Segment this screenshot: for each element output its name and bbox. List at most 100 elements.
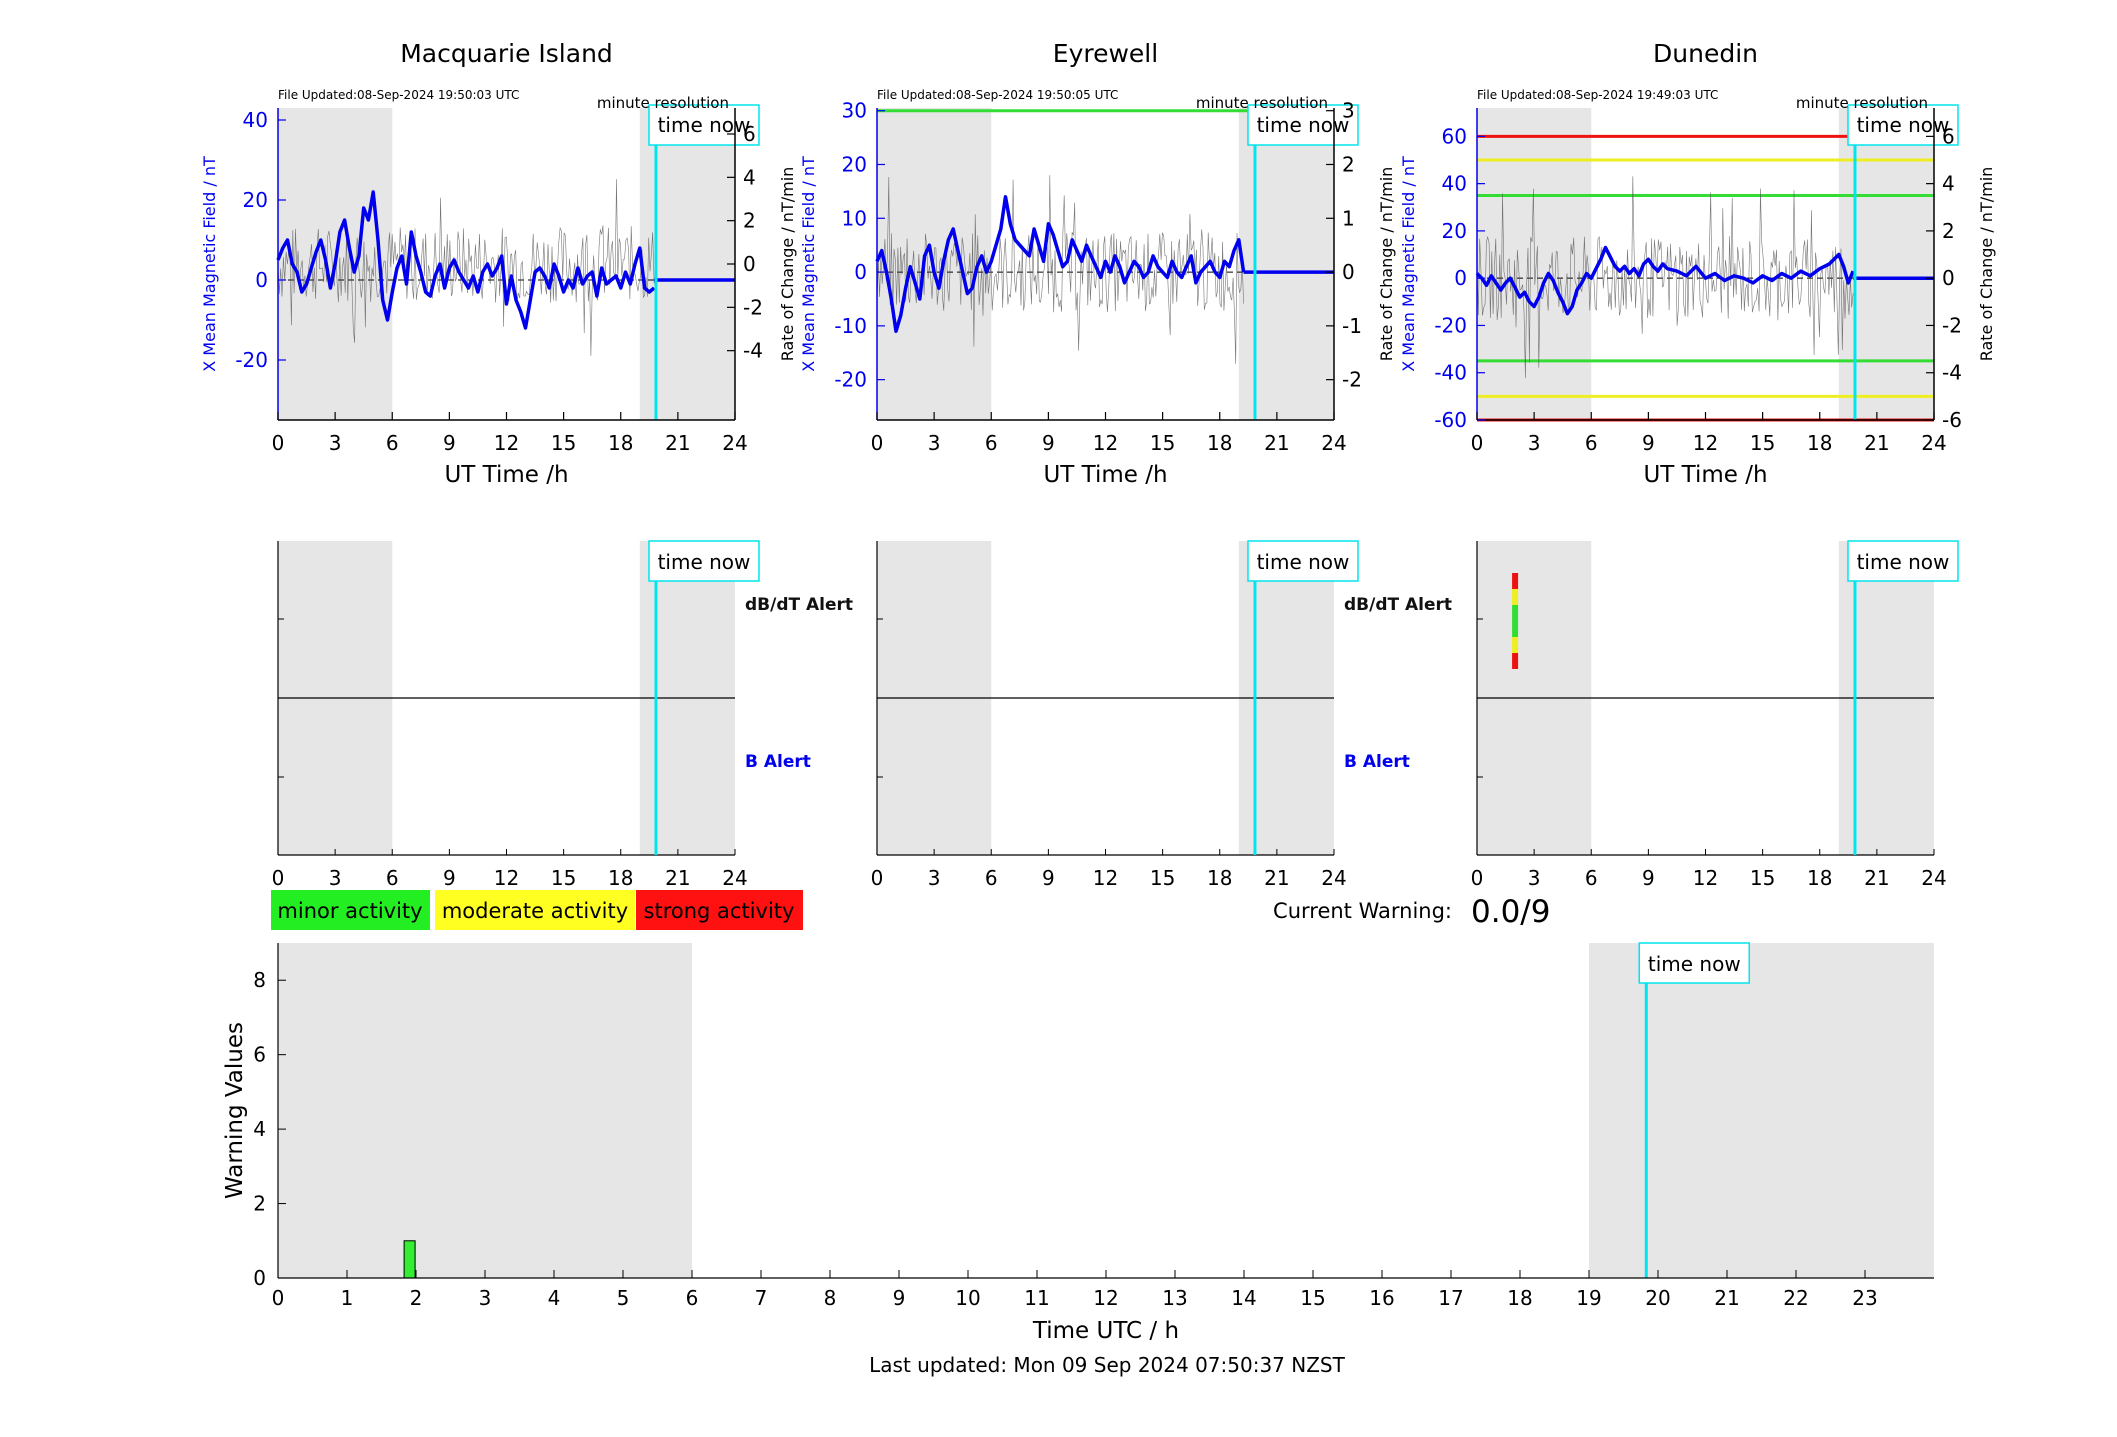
y-tick-label: -20 xyxy=(834,368,867,392)
y-tick-label: 30 xyxy=(842,99,867,123)
y-tick-label: 40 xyxy=(1442,172,1467,196)
x-tick-label: 12 xyxy=(1093,431,1118,455)
x-axis-label: UT Time /h xyxy=(444,462,568,488)
time-now-box xyxy=(648,104,760,146)
time-now-box xyxy=(648,540,760,582)
x-tick-label: 6 xyxy=(985,431,998,455)
x-tick-label: 15 xyxy=(1750,866,1775,890)
alert-marker-segment xyxy=(1512,589,1519,605)
x-axis-label: Time UTC / h xyxy=(1032,1318,1179,1344)
rate-of-change-trace xyxy=(277,179,655,356)
resolution-label: minute resolution xyxy=(1196,94,1328,112)
y-right-tick-label: 6 xyxy=(1942,124,1955,148)
alert-panel: 0 3 6 9 12 15 18 21 24 time now xyxy=(1471,540,1959,890)
y-tick-label: 2 xyxy=(253,1192,266,1216)
alert-panel: 0 3 6 9 12 15 18 21 24 time now dB/dT Alert B Alert xyxy=(871,540,1452,890)
time-now-label: time now xyxy=(658,113,751,137)
warning-bar xyxy=(403,1240,416,1279)
x-tick-label: 12 xyxy=(1693,431,1718,455)
x-tick-label: 3 xyxy=(329,866,342,890)
x-tick-label: 12 xyxy=(494,431,519,455)
current-warning-label: Current Warning: xyxy=(1273,899,1452,923)
legend-minor-swatch xyxy=(271,890,430,930)
y-tick-label: 4 xyxy=(253,1117,266,1141)
x-tick-label: 18 xyxy=(1207,431,1232,455)
panel-title: Eyrewell xyxy=(1053,39,1158,68)
y-right-tick-label: -6 xyxy=(1942,408,1962,432)
y-axis-label: X Mean Magnetic Field / nT xyxy=(200,156,219,372)
y-tick-label: 0 xyxy=(854,260,867,284)
time-now-label: time now xyxy=(1648,952,1741,976)
x-tick-label: 24 xyxy=(1321,866,1346,890)
legend-strong-swatch xyxy=(636,890,803,930)
current-warning-value: 0.0/9 xyxy=(1471,894,1550,930)
y-right-axis-label: Rate of Change / nT/min xyxy=(1977,167,1996,362)
y-tick-label: 60 xyxy=(1442,124,1467,148)
y-tick-label: 20 xyxy=(243,188,268,212)
x-tick-label: 3 xyxy=(928,866,941,890)
x-tick-label: 21 xyxy=(1864,431,1889,455)
x-tick-label: 21 xyxy=(665,431,690,455)
y-right-tick-label: 4 xyxy=(1942,172,1955,196)
last-updated-label: Last updated: Mon 09 Sep 2024 07:50:37 N… xyxy=(869,1353,1345,1377)
time-now-label: time now xyxy=(1257,550,1350,574)
alert-marker-segment xyxy=(1512,605,1519,621)
panel-title: Macquarie Island xyxy=(400,39,613,68)
y-axis-label: Warning Values xyxy=(222,1022,248,1199)
x-tick-label: 10 xyxy=(955,1286,980,1310)
b-alert-label: B Alert xyxy=(745,752,811,772)
file-updated-label: File Updated:08-Sep-2024 19:50:03 UTC xyxy=(278,88,519,102)
x-tick-label: 9 xyxy=(1042,866,1055,890)
y-right-axis-label: Rate of Change / nT/min xyxy=(778,167,797,362)
x-axis-label: UT Time /h xyxy=(1643,462,1767,488)
night-shade xyxy=(278,943,692,1278)
legend-minor-label: minor activity xyxy=(277,899,422,923)
y-right-tick-label: 2 xyxy=(1342,152,1355,176)
y-right-tick-label: 1 xyxy=(1342,206,1355,230)
x-tick-label: 15 xyxy=(1300,1286,1325,1310)
x-tick-label: 6 xyxy=(1585,866,1598,890)
y-right-tick-label: -2 xyxy=(1942,313,1962,337)
y-right-tick-label: 0 xyxy=(1942,266,1955,290)
resolution-label: minute resolution xyxy=(1796,94,1928,112)
y-tick-label: -40 xyxy=(1434,361,1467,385)
x-tick-label: 0 xyxy=(871,431,884,455)
x-tick-label: 15 xyxy=(1750,431,1775,455)
mean-field-series xyxy=(276,190,656,330)
x-tick-label: 21 xyxy=(1714,1286,1739,1310)
x-tick-label: 12 xyxy=(494,866,519,890)
x-tick-label: 9 xyxy=(1042,431,1055,455)
alert-marker-segment xyxy=(1512,621,1519,637)
dbdt-alert-label: dB/dT Alert xyxy=(1344,595,1452,615)
night-shade xyxy=(1238,108,1334,420)
legend-strong-label: strong activity xyxy=(644,899,795,923)
y-right-tick-label: 3 xyxy=(1342,99,1355,123)
x-tick-label: 18 xyxy=(1807,431,1832,455)
rate-of-change-trace xyxy=(876,175,1244,364)
y-tick-label: -10 xyxy=(834,314,867,338)
y-axis-label: X Mean Magnetic Field / nT xyxy=(799,156,818,372)
x-tick-label: 14 xyxy=(1231,1286,1256,1310)
x-tick-label: 6 xyxy=(386,431,399,455)
x-tick-label: 18 xyxy=(1807,866,1832,890)
y-tick-label: 0 xyxy=(255,268,268,292)
x-tick-label: 2 xyxy=(410,1286,423,1310)
x-tick-label: 15 xyxy=(551,431,576,455)
resolution-label: minute resolution xyxy=(597,94,729,112)
dbdt-alert-label: dB/dT Alert xyxy=(745,595,853,615)
x-tick-label: 21 xyxy=(1864,866,1889,890)
activity-legend: minor activity moderate activity strong ac… xyxy=(271,890,803,930)
x-tick-label: 18 xyxy=(1507,1286,1532,1310)
x-tick-label: 6 xyxy=(386,866,399,890)
x-tick-label: 3 xyxy=(1528,431,1541,455)
y-right-tick-label: 6 xyxy=(743,122,756,146)
x-tick-label: 24 xyxy=(1921,431,1946,455)
y-right-axis-label: Rate of Change / nT/min xyxy=(1377,167,1396,362)
x-tick-label: 17 xyxy=(1438,1286,1463,1310)
rate-of-change-trace xyxy=(1476,176,1854,379)
x-tick-label: 15 xyxy=(1150,431,1175,455)
